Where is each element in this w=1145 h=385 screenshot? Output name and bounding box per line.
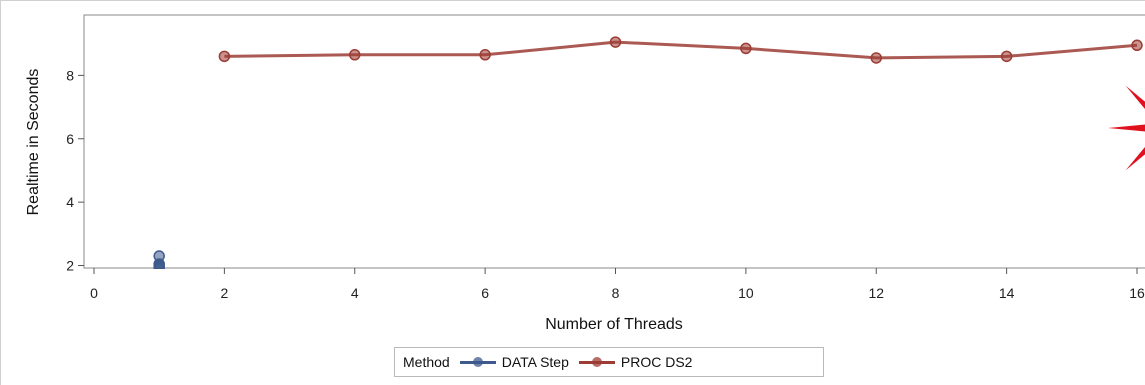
data-point <box>870 52 882 64</box>
legend-item-proc-ds2: PROC DS2 <box>578 354 693 370</box>
y-tick-label: 2 <box>66 258 74 274</box>
series-data-step <box>153 250 165 269</box>
series-layer <box>153 36 1143 269</box>
y-tick-label: 8 <box>66 67 74 83</box>
data-point <box>1131 39 1143 52</box>
data-point <box>609 36 622 48</box>
data-point <box>349 49 361 61</box>
y-axis: 2 4 6 8 <box>66 67 84 274</box>
data-point <box>1000 50 1013 63</box>
plot-area-border <box>83 14 1145 269</box>
x-tick-label: 6 <box>481 285 489 301</box>
y-tick-label: 6 <box>66 131 74 147</box>
legend-swatch-proc-ds2 <box>578 356 615 368</box>
x-tick-label: 8 <box>612 285 620 301</box>
legend: Method DATA Step PROC DS2 <box>394 347 824 377</box>
legend-swatch-data-step <box>459 356 496 368</box>
x-axis-title: Number of Threads <box>545 316 683 333</box>
starburst-shape <box>1108 85 1145 171</box>
red-starburst-annotation <box>1108 85 1145 171</box>
data-point <box>479 49 491 61</box>
x-axis: 0 2 4 6 8 10 12 14 16 <box>90 268 1145 301</box>
legend-label-proc-ds2: PROC DS2 <box>620 354 693 370</box>
x-tick-label: 14 <box>999 285 1015 301</box>
x-tick-label: 12 <box>868 285 884 301</box>
data-point <box>740 42 752 55</box>
x-tick-label: 4 <box>351 285 359 301</box>
x-tick-label: 16 <box>1129 285 1145 301</box>
data-point <box>218 50 231 63</box>
legend-title: Method <box>403 354 450 370</box>
y-tick-label: 4 <box>66 194 74 210</box>
x-tick-label: 10 <box>738 285 754 301</box>
x-tick-label: 2 <box>220 285 228 301</box>
x-tick-label: 0 <box>90 285 98 301</box>
legend-label-data-step: DATA Step <box>501 354 569 370</box>
series-line <box>224 40 1138 60</box>
y-axis-title: Realtime in Seconds <box>25 69 42 216</box>
legend-item-data-step: DATA Step <box>459 354 569 370</box>
data-point <box>153 259 165 269</box>
series-proc-ds2 <box>218 36 1143 64</box>
